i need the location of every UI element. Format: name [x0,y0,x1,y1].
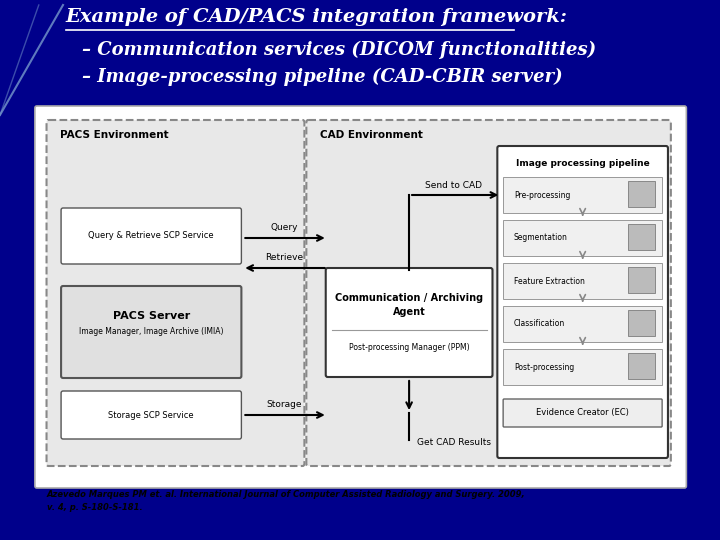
FancyBboxPatch shape [503,177,662,213]
Text: Send to CAD: Send to CAD [426,181,482,190]
FancyBboxPatch shape [61,391,241,439]
FancyBboxPatch shape [306,120,671,466]
Text: PACS Server: PACS Server [112,311,190,321]
Text: Segmentation: Segmentation [514,233,567,242]
Text: Retrieve: Retrieve [265,253,303,262]
Text: Pre-processing: Pre-processing [514,191,570,199]
Text: – Communication services (DICOM functionalities): – Communication services (DICOM function… [82,40,597,59]
FancyBboxPatch shape [325,268,492,377]
FancyBboxPatch shape [628,181,655,207]
FancyBboxPatch shape [35,106,686,488]
FancyBboxPatch shape [503,306,662,342]
FancyBboxPatch shape [503,399,662,427]
FancyBboxPatch shape [61,286,241,378]
Text: Feature Extraction: Feature Extraction [514,276,585,286]
Text: Query: Query [270,223,298,232]
Text: Classification: Classification [514,320,565,328]
FancyBboxPatch shape [503,349,662,385]
Text: Query & Retrieve SCP Service: Query & Retrieve SCP Service [89,232,214,240]
Text: Evidence Creator (EC): Evidence Creator (EC) [536,408,629,417]
Text: Get CAD Results: Get CAD Results [417,438,491,447]
Text: CAD Environment: CAD Environment [320,130,423,140]
FancyBboxPatch shape [628,224,655,250]
Text: – Image-processing pipeline (CAD-CBIR server): – Image-processing pipeline (CAD-CBIR se… [82,68,563,86]
FancyBboxPatch shape [628,310,655,336]
FancyBboxPatch shape [628,353,655,379]
Text: Post-processing Manager (PPM): Post-processing Manager (PPM) [348,343,469,353]
FancyBboxPatch shape [47,120,305,466]
FancyBboxPatch shape [498,146,668,458]
Text: Example of CAD/PACS integration framework:: Example of CAD/PACS integration framewor… [66,8,568,26]
Text: Post-processing: Post-processing [514,362,574,372]
FancyBboxPatch shape [61,208,241,264]
Text: Storage: Storage [266,400,302,409]
Text: Image Manager, Image Archive (IMIA): Image Manager, Image Archive (IMIA) [79,327,223,336]
FancyBboxPatch shape [503,220,662,256]
Text: v. 4, p. S-180-S-181.: v. 4, p. S-180-S-181. [47,503,142,512]
FancyBboxPatch shape [628,267,655,293]
Text: Storage SCP Service: Storage SCP Service [109,410,194,420]
Text: Image processing pipeline: Image processing pipeline [516,159,649,167]
Text: Communication / Archiving: Communication / Archiving [335,293,483,303]
Text: Agent: Agent [392,307,426,317]
FancyBboxPatch shape [503,263,662,299]
Text: Azevedo Marques PM et. al. International Journal of Computer Assisted Radiology : Azevedo Marques PM et. al. International… [47,490,525,499]
Text: PACS Environment: PACS Environment [60,130,168,140]
